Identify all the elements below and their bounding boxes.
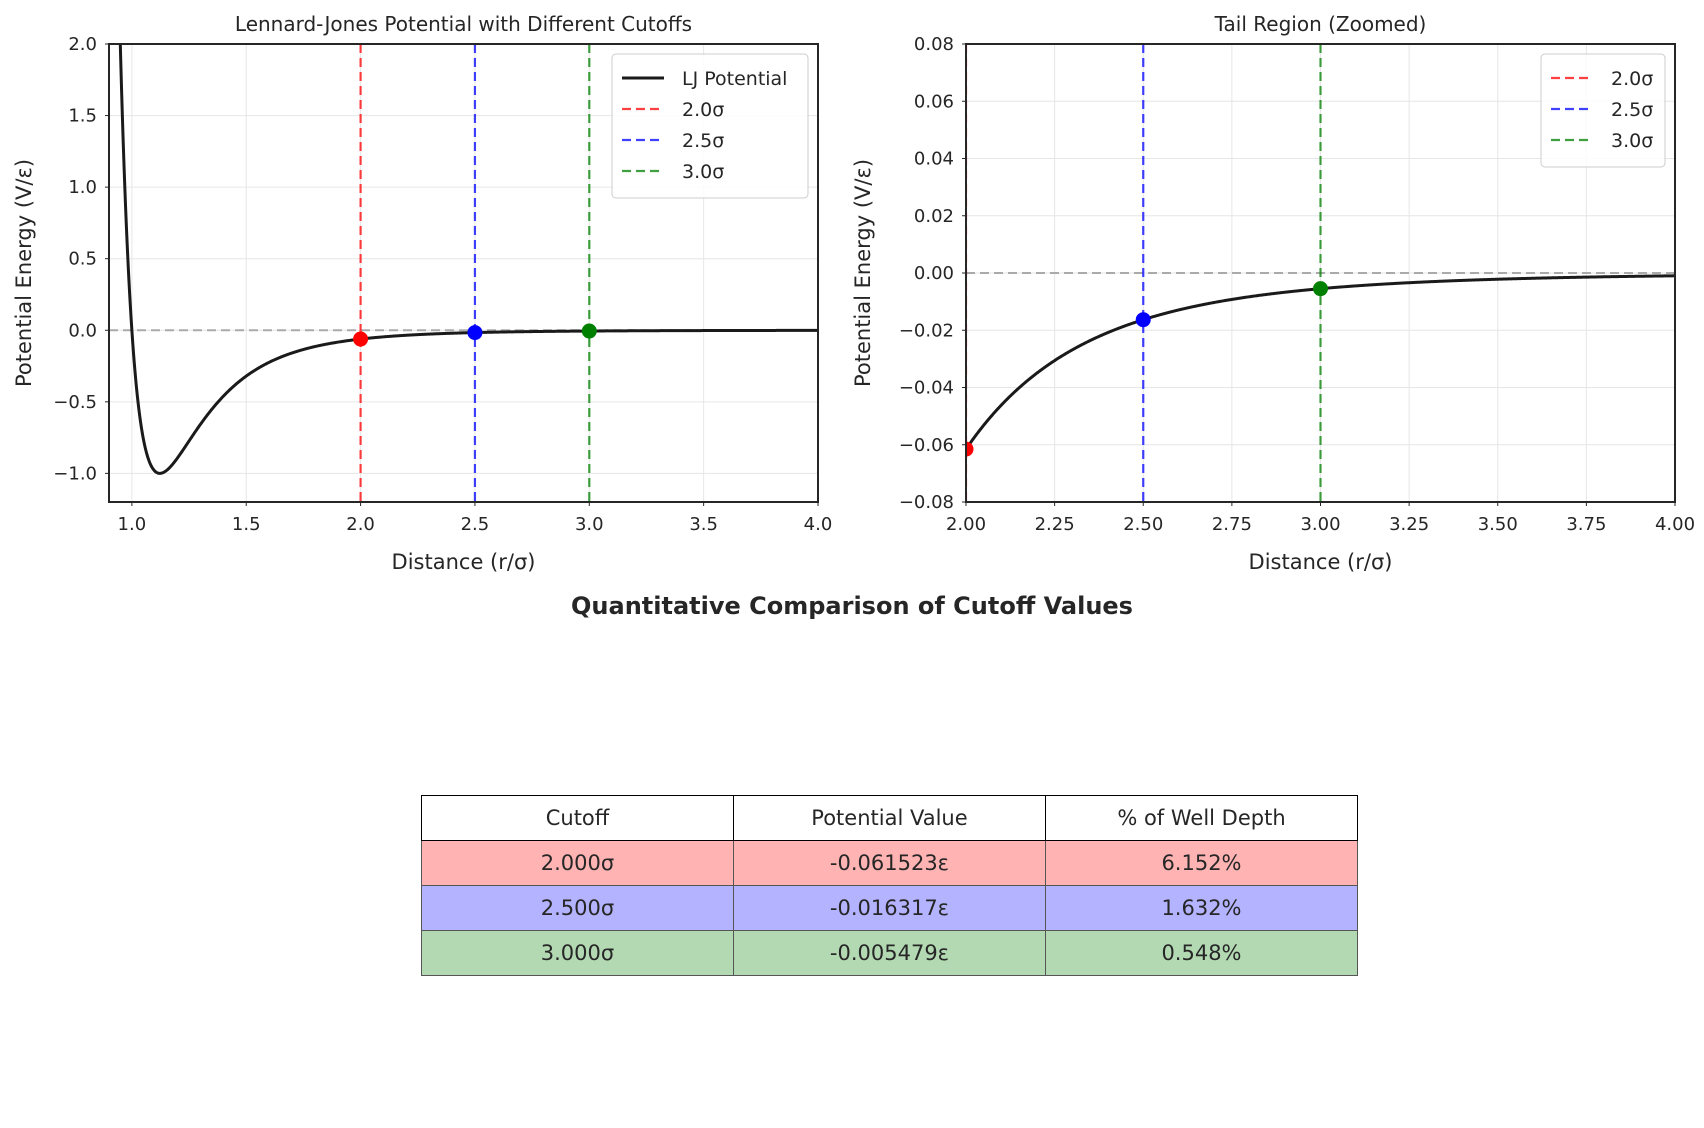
cell-well-depth: 1.632% xyxy=(1044,885,1359,931)
x-tick-label: 3.25 xyxy=(1389,514,1429,535)
y-tick-label: 0.06 xyxy=(914,91,954,112)
cell-potential-value: -0.016317ε xyxy=(732,885,1046,931)
y-tick-label: 0.08 xyxy=(914,34,954,55)
cell-potential-value: -0.005479ε xyxy=(732,930,1046,976)
chart-panel-1: 1.0 1.5 2.0 2.5 3.0 3.5 4.0 −1.0 −0.5 0.0 0.5 1.0 1.… xyxy=(12,12,833,574)
y-tick-label: −1.0 xyxy=(53,463,97,484)
table-header-row: Cutoff Potential Value % of Well Depth xyxy=(421,795,1359,841)
y-tick-label: 1.0 xyxy=(68,177,97,198)
y-axis-label: Potential Energy (V/ε) xyxy=(12,159,36,387)
table-row: 2.000σ -0.061523ε 6.152% xyxy=(421,840,1359,886)
legend-label: 3.0σ xyxy=(682,161,724,183)
x-tick-label: 4.00 xyxy=(1655,514,1695,535)
legend-label: 3.0σ xyxy=(1611,130,1653,152)
x-tick-label: 3.5 xyxy=(689,514,718,535)
y-tick-label: 0.04 xyxy=(914,149,954,170)
cutoff-point xyxy=(966,441,974,457)
y-tick-label: −0.06 xyxy=(899,435,954,456)
x-tick-label: 1.0 xyxy=(118,514,147,535)
x-tick-label: 2.00 xyxy=(946,514,986,535)
cell-cutoff: 2.000σ xyxy=(421,840,734,886)
x-tick-label: 2.75 xyxy=(1212,514,1252,535)
y-tick-label: 1.5 xyxy=(68,106,97,127)
legend-box xyxy=(611,53,809,199)
legend-label: 2.5σ xyxy=(1611,99,1653,121)
cutoff-point xyxy=(467,325,483,341)
legend: 2.0σ 2.5σ 3.0σ xyxy=(1540,53,1666,168)
legend: LJ Potential 2.0σ 2.5σ 3.0σ xyxy=(611,53,809,199)
cell-cutoff: 2.500σ xyxy=(421,885,734,931)
cutoff-point xyxy=(1135,312,1151,328)
legend-label: 2.0σ xyxy=(682,99,724,121)
x-tick-label: 3.00 xyxy=(1300,514,1340,535)
y-tick-label: 2.0 xyxy=(68,34,97,55)
x-tick-label: 3.0 xyxy=(575,514,604,535)
y-tick-label: 0.0 xyxy=(68,320,97,341)
cutoff-point xyxy=(353,331,369,347)
chart-title: Tail Region (Zoomed) xyxy=(1214,12,1427,36)
chart-panel-2: 2.00 2.25 2.50 2.75 3.00 3.25 3.50 3.75 4.00 −0.0… xyxy=(851,12,1695,574)
cell-well-depth: 0.548% xyxy=(1044,930,1359,976)
plot-frame xyxy=(108,43,819,503)
legend-label: LJ Potential xyxy=(682,68,787,90)
x-tick-label: 2.25 xyxy=(1035,514,1075,535)
y-tick-label: −0.08 xyxy=(899,492,954,513)
x-tick-label: 3.75 xyxy=(1566,514,1606,535)
table-row: 3.000σ -0.005479ε 0.548% xyxy=(421,930,1359,976)
legend-label: 2.0σ xyxy=(1611,68,1653,90)
legend-label: 2.5σ xyxy=(682,130,724,152)
table-row: 2.500σ -0.016317ε 1.632% xyxy=(421,885,1359,931)
x-tick-label: 1.5 xyxy=(232,514,261,535)
cell-cutoff: 3.000σ xyxy=(421,930,734,976)
table-title: Quantitative Comparison of Cutoff Values xyxy=(571,592,1133,620)
plot-area xyxy=(109,44,818,502)
x-tick-label: 4.0 xyxy=(804,514,833,535)
y-tick-label: 0.00 xyxy=(914,263,954,284)
x-tick-label: 3.50 xyxy=(1478,514,1518,535)
x-axis-label: Distance (r/σ) xyxy=(392,550,536,574)
header-cutoff: Cutoff xyxy=(421,795,734,841)
cutoff-point xyxy=(581,323,597,339)
legend-box xyxy=(1540,53,1666,168)
y-tick-label: −0.02 xyxy=(899,320,954,341)
y-tick-label: −0.5 xyxy=(53,392,97,413)
header-potential-value: Potential Value xyxy=(732,795,1046,841)
chart-title: Lennard-Jones Potential with Different C… xyxy=(235,12,692,36)
x-tick-label: 2.50 xyxy=(1123,514,1163,535)
y-axis-label: Potential Energy (V/ε) xyxy=(851,159,875,387)
y-tick-label: −0.04 xyxy=(899,378,954,399)
x-tick-label: 2.0 xyxy=(346,514,375,535)
lj-curve xyxy=(118,44,818,475)
cell-well-depth: 6.152% xyxy=(1044,840,1359,886)
cutoff-point xyxy=(1313,281,1328,297)
x-tick-label: 2.5 xyxy=(461,514,490,535)
cell-potential-value: -0.061523ε xyxy=(732,840,1046,886)
y-tick-label: 0.02 xyxy=(914,206,954,227)
header-well-depth: % of Well Depth xyxy=(1044,795,1359,841)
x-axis-label: Distance (r/σ) xyxy=(1249,550,1393,574)
plot-area xyxy=(966,44,1675,502)
cutoff-table: Cutoff Potential Value % of Well Depth 2… xyxy=(421,795,1359,976)
y-tick-label: 0.5 xyxy=(68,249,97,270)
